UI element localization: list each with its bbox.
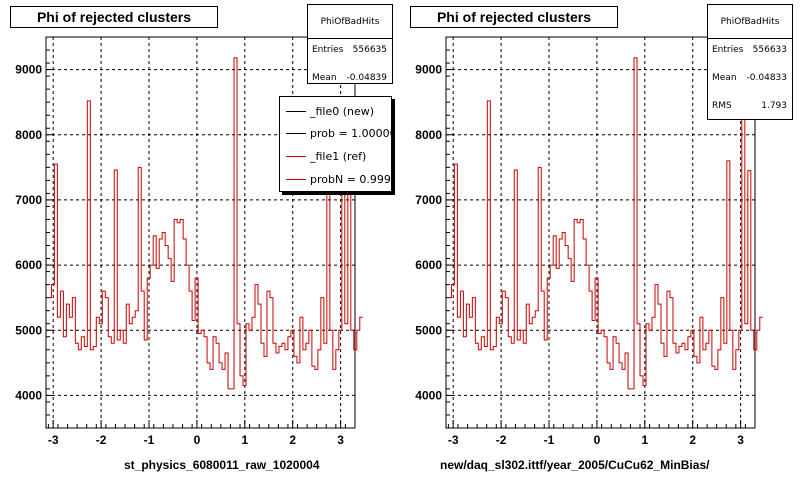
panel-2-x-tick-label: -1 [544,433,555,447]
legend-label-probn: probN = 0.999999 [310,172,391,186]
stats-mean-value: -0.04839 [346,73,387,83]
panel-2-y-tick-label: 5000 [415,323,442,337]
panel-1-xlabel: st_physics_6080011_raw_1020004 [124,458,320,472]
panel-2-xlabel: new/daq_sl302.ittf/year_2005/CuCu62_MinB… [440,458,710,472]
legend-line-ref [286,155,306,157]
panel-1-stats-mean: Mean -0.04839 [312,73,387,83]
panel-2-y-tick-label: 7000 [415,193,442,207]
panel-1-x-tick-label: 1 [241,433,248,447]
panel-2-x-tick-label: 0 [594,433,601,447]
panel-1-y-tick-label: 9000 [15,63,42,77]
stats-mean-label: Mean [712,73,737,83]
panel-2-x-tick-label: -3 [448,433,459,447]
panel-1-x-tick-label: 2 [289,433,296,447]
panel-2-stats-entries: Entries 556633 [712,45,787,55]
panel-2-histogram-series [448,57,763,390]
panel-1-y-tick-label: 8000 [15,128,42,142]
panel-2-y-tick-label: 9000 [415,63,442,77]
panel-1-stats-entries: Entries 556635 [312,45,387,55]
legend-label-new: _file0 (new) [310,104,375,118]
panel-1-y-tick-label: 6000 [15,258,42,272]
legend-label-ref: _file1 (ref) [310,149,367,163]
stats-entries-label: Entries [312,45,344,55]
panel-2-x-tick-label: -2 [496,433,507,447]
panel-1-legend: _file0 (new) prob = 1.000000 _file1 (ref… [279,96,392,192]
panel-2-x-tick-label: 2 [689,433,696,447]
panel-2-x-tick-label: 3 [737,433,744,447]
legend-entry-new: _file0 (new) [280,102,391,120]
panel-1-y-tick-label: 5000 [15,323,42,337]
panel-1-x-tick-label: -2 [96,433,107,447]
panel-1-title-text: Phi of rejected clusters [36,9,192,25]
stats-rms-value: 1.793 [761,101,787,111]
panel-1-x-tick-label: 0 [194,433,201,447]
legend-line-prob [286,132,306,134]
stats-entries-value: 556633 [752,45,787,55]
panel-2-x-tick-label: 1 [641,433,648,447]
legend-line-new [286,110,306,112]
panel-1-stats-name: PhiOfBadHits [308,5,392,39]
legend-line-probn [286,178,306,180]
legend-entry-probn: probN = 0.999999 [280,170,391,188]
panel-2-y-tick-label: 8000 [415,128,442,142]
stats-entries-value: 556635 [352,45,387,55]
panel-1-x-tick-label: -1 [144,433,155,447]
panel-2-stats-box: PhiOfBadHits Entries 556633 Mean -0.0483… [707,4,793,120]
stats-entries-label: Entries [712,45,744,55]
stats-rms-label: RMS [712,101,732,111]
panel-1-title: Phi of rejected clusters [10,6,218,28]
panel-1-y-tick-label: 4000 [15,388,42,402]
panel-1-y-tick-label: 7000 [15,193,42,207]
panel-2-title: Phi of rejected clusters [410,6,618,28]
legend-label-prob: prob = 1.000000 [310,126,391,140]
stats-mean-value: -0.04833 [746,73,787,83]
panel-2-stats-mean: Mean -0.04833 [712,73,787,83]
panel-2-stats-name: PhiOfBadHits [708,5,792,39]
legend-entry-ref: _file1 (ref) [280,147,391,165]
stats-mean-label: Mean [312,73,337,83]
panel-2-plot-frame [445,36,756,429]
panel-1-stats-box: PhiOfBadHits Entries 556635 Mean -0.0483… [307,4,393,84]
panel-1-x-tick-label: -3 [48,433,59,447]
panel-2-stats-rms: RMS 1.793 [712,101,787,111]
panel-1-x-tick-label: 3 [337,433,344,447]
panel-2-y-tick-label: 4000 [415,388,442,402]
legend-entry-prob: prob = 1.000000 [280,124,391,142]
panel-2-title-text: Phi of rejected clusters [436,9,592,25]
panel-1-histogram-series [48,57,363,390]
panel-2-y-tick-label: 6000 [415,258,442,272]
